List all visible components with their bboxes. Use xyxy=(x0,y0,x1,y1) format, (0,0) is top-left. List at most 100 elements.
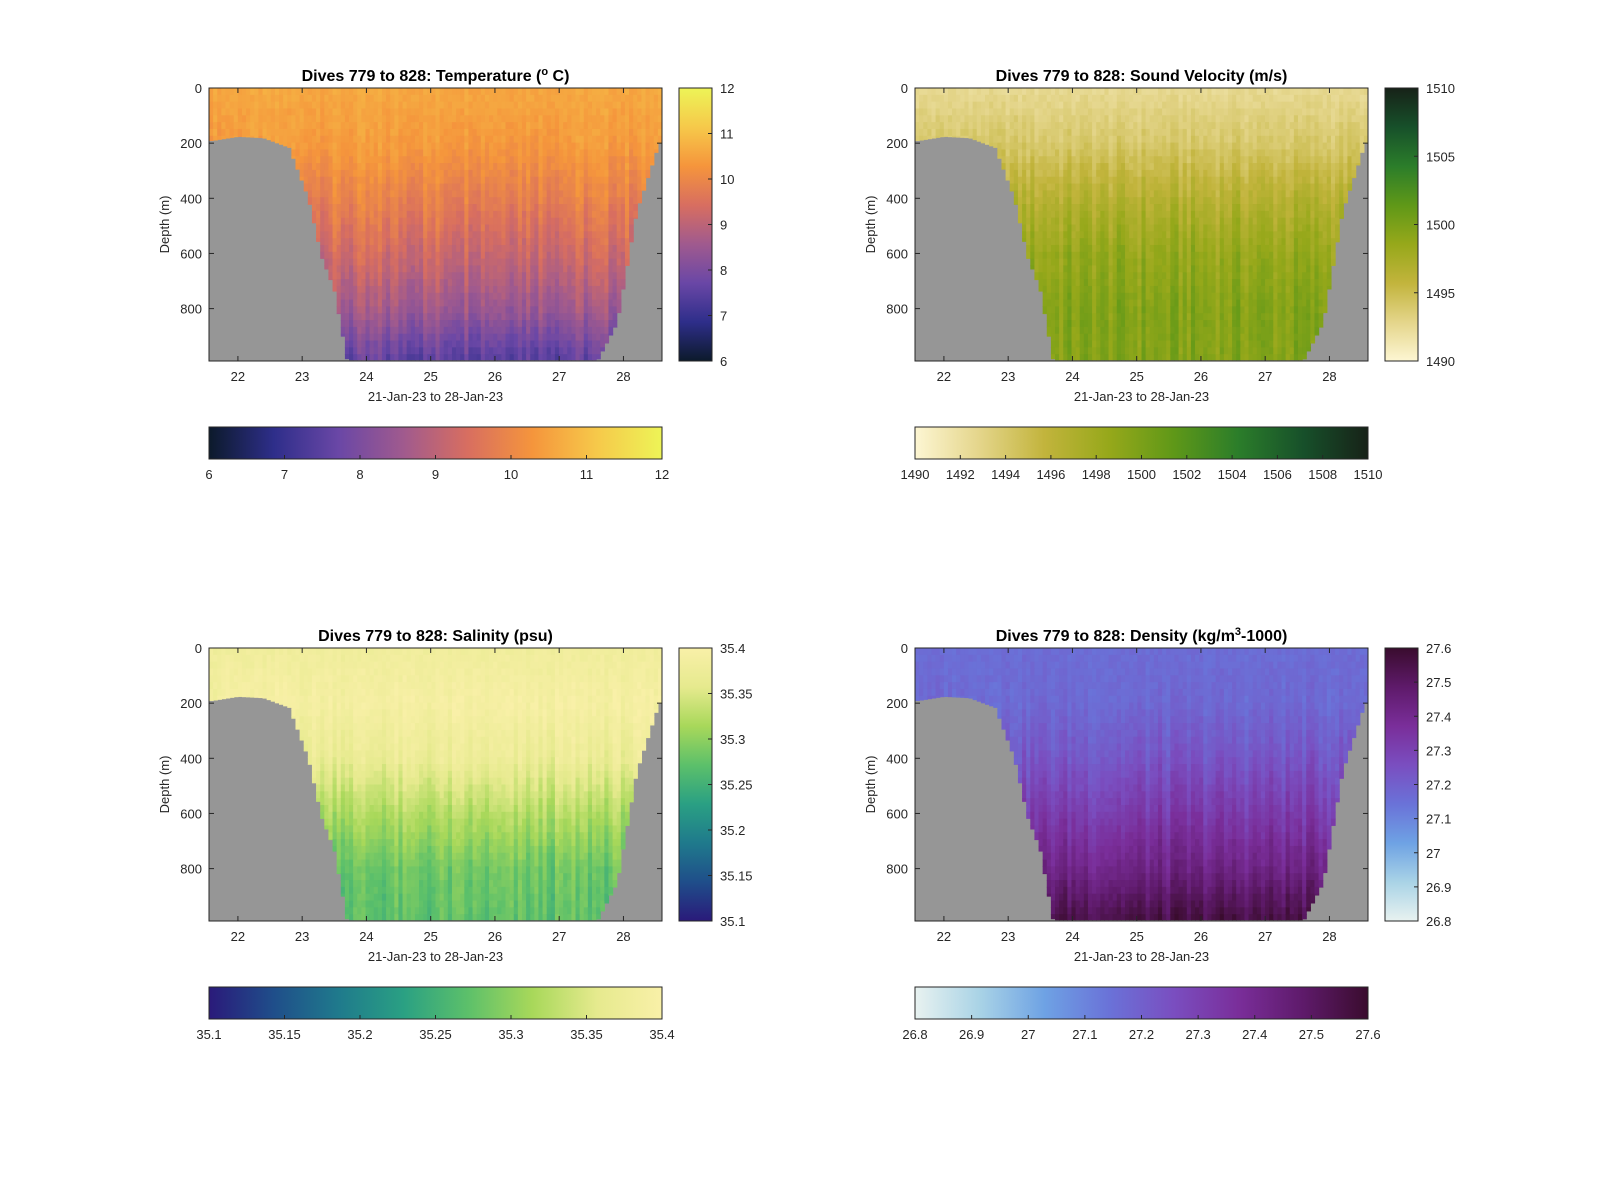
heatmap-cell xyxy=(1137,313,1142,320)
heatmap-cell xyxy=(1084,313,1089,320)
heatmap-cell xyxy=(497,231,502,238)
heatmap-cell xyxy=(1162,156,1167,163)
heatmap-cell xyxy=(506,136,511,143)
heatmap-cell xyxy=(489,231,494,238)
heatmap-cell xyxy=(444,149,449,156)
heatmap-cell xyxy=(608,286,613,293)
heatmap-cell xyxy=(411,252,416,259)
heatmap-cell xyxy=(613,252,618,259)
heatmap-cell xyxy=(493,129,498,136)
heatmap-cell xyxy=(629,88,634,95)
y-tick-label: 0 xyxy=(195,81,202,96)
heatmap-cell xyxy=(473,122,478,129)
heatmap-cell xyxy=(1047,265,1052,272)
heatmap-cell xyxy=(464,163,469,170)
heatmap-cell xyxy=(230,95,235,102)
heatmap-cell xyxy=(1022,108,1027,115)
heatmap-cell xyxy=(518,136,523,143)
heatmap-cell xyxy=(510,190,515,197)
heatmap-cell xyxy=(646,149,651,156)
heatmap-cell xyxy=(497,184,502,191)
heatmap-cell xyxy=(629,197,634,204)
heatmap-cell xyxy=(501,306,506,313)
heatmap-cell xyxy=(637,163,642,170)
heatmap-cell xyxy=(1043,211,1048,218)
heatmap-cell xyxy=(419,252,424,259)
heatmap-cell xyxy=(637,136,642,143)
heatmap-cell xyxy=(617,129,622,136)
heatmap-cell xyxy=(613,108,618,115)
heatmap-cell xyxy=(534,300,539,307)
heatmap-cell xyxy=(473,149,478,156)
heatmap-cell xyxy=(411,177,416,184)
heatmap-cell xyxy=(1076,156,1081,163)
heatmap-cell xyxy=(538,115,543,122)
heatmap-cell xyxy=(1059,129,1064,136)
heatmap-cell xyxy=(1055,88,1060,95)
heatmap-cell xyxy=(518,231,523,238)
heatmap-cell xyxy=(604,306,609,313)
heatmap-cell xyxy=(398,122,403,129)
heatmap-cell xyxy=(1047,204,1052,211)
heatmap-cell xyxy=(365,252,370,259)
heatmap-cell xyxy=(506,115,511,122)
heatmap-cell xyxy=(555,320,560,327)
heatmap-cell xyxy=(1150,129,1155,136)
heatmap-cell xyxy=(1154,143,1159,150)
heatmap-cell xyxy=(464,272,469,279)
heatmap-cell xyxy=(394,143,399,150)
heatmap-cell xyxy=(394,95,399,102)
heatmap-cell xyxy=(1121,177,1126,184)
heatmap-cell xyxy=(650,95,655,102)
heatmap-cell xyxy=(592,238,597,245)
heatmap-cell xyxy=(489,354,494,360)
heatmap-cell xyxy=(600,122,605,129)
heatmap-cell xyxy=(617,218,622,225)
heatmap-cell xyxy=(1084,225,1089,232)
heatmap-cell xyxy=(567,300,572,307)
heatmap-cell xyxy=(353,211,358,218)
heatmap-cell xyxy=(1150,293,1155,300)
heatmap-cell xyxy=(1063,238,1068,245)
heatmap-cell xyxy=(514,320,519,327)
heatmap-cell xyxy=(1039,279,1044,286)
heatmap-cell xyxy=(456,259,461,266)
heatmap-cell xyxy=(1109,225,1114,232)
heatmap-cell xyxy=(337,293,342,300)
heatmap-cell xyxy=(357,341,362,348)
heatmap-cell xyxy=(497,259,502,266)
heatmap-cell xyxy=(923,122,928,129)
heatmap-cell xyxy=(1055,102,1060,109)
heatmap-cell xyxy=(563,149,568,156)
heatmap-cell xyxy=(407,136,412,143)
heatmap-cell xyxy=(543,95,548,102)
heatmap-cell xyxy=(1076,272,1081,279)
heatmap-cell xyxy=(1146,259,1151,266)
heatmap-cell xyxy=(944,115,949,122)
heatmap-cell xyxy=(1109,211,1114,218)
heatmap-cell xyxy=(596,265,601,272)
heatmap-cell xyxy=(489,156,494,163)
heatmap-cell xyxy=(580,218,585,225)
heatmap-cell xyxy=(1166,306,1171,313)
heatmap-cell xyxy=(1076,265,1081,272)
heatmap-cell xyxy=(580,136,585,143)
panel-title: Dives 779 to 828: Temperature (o C) xyxy=(302,66,570,85)
heatmap-cell xyxy=(534,163,539,170)
heatmap-cell xyxy=(1063,95,1068,102)
heatmap-cell xyxy=(390,252,395,259)
heatmap-cell xyxy=(563,279,568,286)
heatmap-cell xyxy=(440,354,445,360)
heatmap-cell xyxy=(1047,122,1052,129)
heatmap-cell xyxy=(341,218,346,225)
heatmap-cell xyxy=(448,347,453,354)
heatmap-cell xyxy=(1067,265,1072,272)
heatmap-cell xyxy=(567,286,572,293)
heatmap-cell xyxy=(444,225,449,232)
heatmap-cell xyxy=(1076,218,1081,225)
heatmap-cell xyxy=(1158,190,1163,197)
heatmap-cell xyxy=(1162,306,1167,313)
heatmap-cell xyxy=(448,170,453,177)
heatmap-cell xyxy=(501,293,506,300)
heatmap-cell xyxy=(394,204,399,211)
